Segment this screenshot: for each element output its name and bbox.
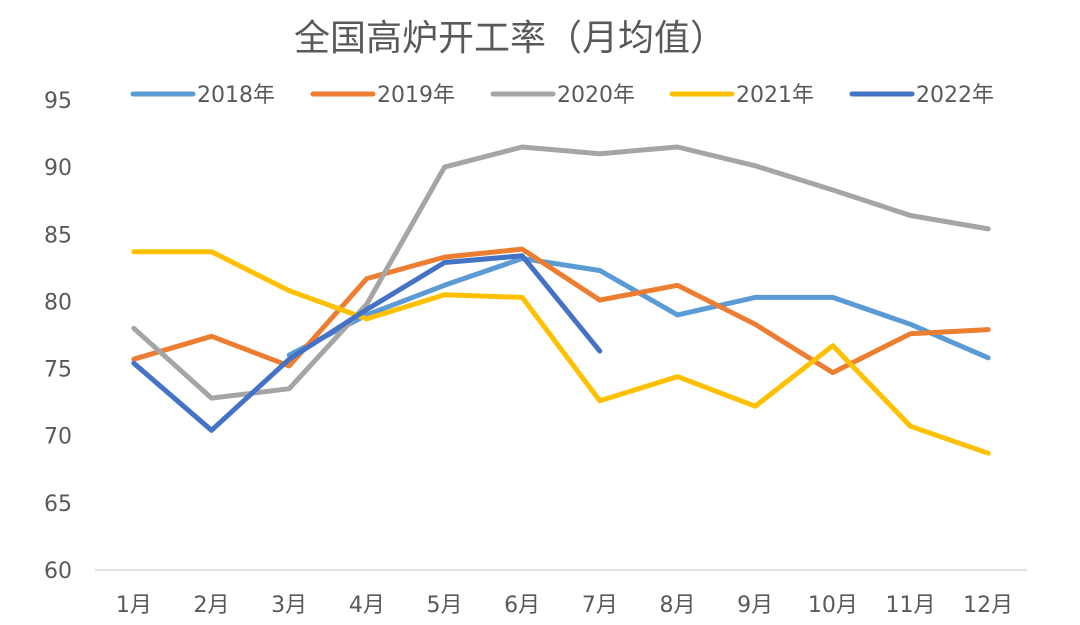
x-tick-label: 6月	[504, 593, 540, 618]
y-tick-label: 95	[44, 89, 72, 114]
y-tick-label: 65	[44, 492, 72, 517]
x-tick-label: 3月	[271, 593, 307, 618]
x-tick-label: 1月	[116, 593, 152, 618]
series-line-2022年	[131, 253, 603, 433]
y-tick-label: 60	[44, 559, 72, 584]
x-tick-label: 12月	[963, 593, 1013, 618]
x-tick-label: 4月	[349, 593, 385, 618]
y-tick-label: 85	[44, 223, 72, 248]
x-tick-label: 10月	[808, 593, 858, 618]
legend: 2018年 2019年 2020年 2021年 2022年	[130, 83, 994, 108]
x-tick-label: 2月	[194, 593, 230, 618]
x-axis-ticks: 1月 2月 3月 4月 5月 6月 7月 8月 9月 10月 11月 12月	[116, 593, 1013, 618]
series-line-2021年	[131, 249, 991, 456]
y-tick-label: 90	[44, 156, 72, 181]
chart-title: 全国高炉开工率（月均值）	[294, 18, 726, 59]
series-lines	[131, 144, 991, 456]
x-tick-label: 9月	[737, 593, 773, 618]
series-line-2020年	[131, 144, 991, 401]
legend-label: 2020年	[557, 83, 635, 108]
y-tick-label: 80	[44, 290, 72, 315]
x-tick-label: 5月	[427, 593, 463, 618]
legend-label: 2018年	[197, 83, 275, 108]
legend-label: 2021年	[736, 83, 814, 108]
x-tick-label: 8月	[660, 593, 696, 618]
y-axis-ticks: 60 65 70 75 80 85 90 95	[44, 89, 72, 584]
series-line-2019年	[131, 246, 991, 376]
x-tick-label: 7月	[582, 593, 618, 618]
x-tick-label: 11月	[886, 593, 936, 618]
y-tick-label: 70	[44, 425, 72, 450]
y-tick-label: 75	[44, 358, 72, 383]
legend-label: 2022年	[916, 83, 994, 108]
legend-label: 2019年	[377, 83, 455, 108]
